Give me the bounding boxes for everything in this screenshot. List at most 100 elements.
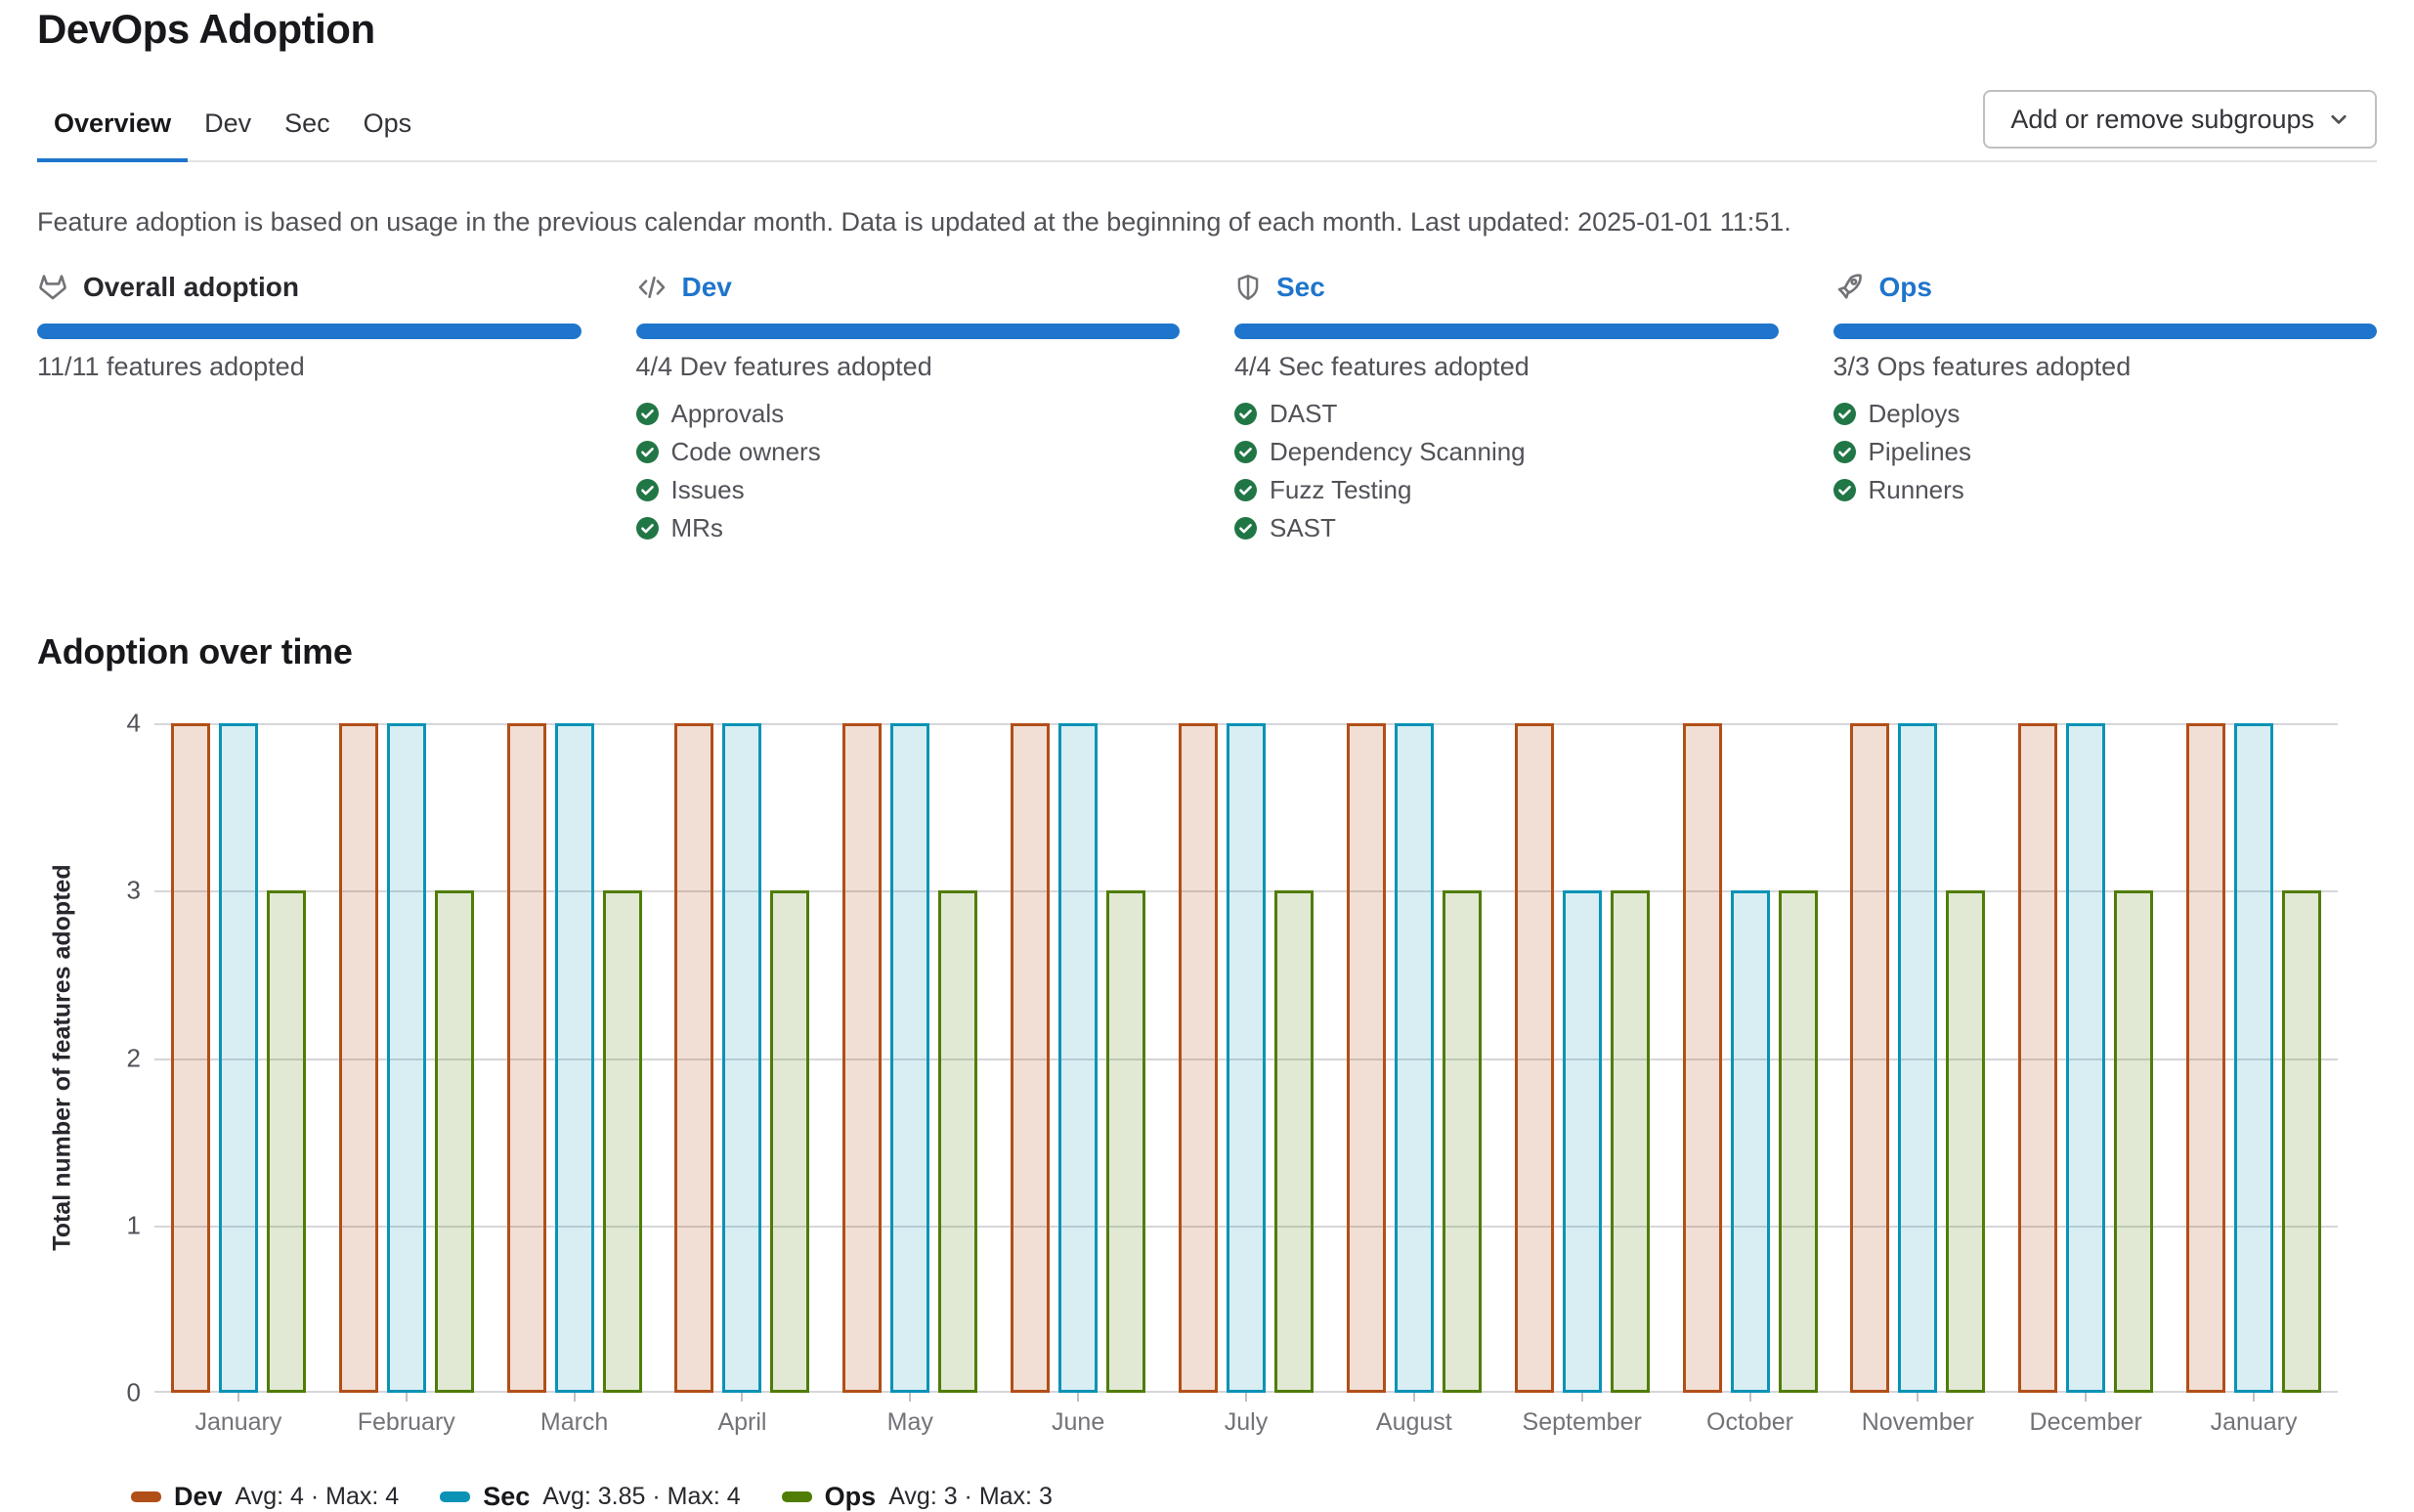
dev-bar[interactable] bbox=[1850, 723, 1890, 1393]
y-axis-labels: 0 1 2 3 4 bbox=[90, 709, 154, 1407]
tab-ops[interactable]: Ops bbox=[363, 108, 412, 138]
dev-bar[interactable] bbox=[1178, 723, 1218, 1393]
dev-bar[interactable] bbox=[1514, 723, 1554, 1393]
dev-bar[interactable] bbox=[674, 723, 714, 1393]
y-tick-label: 2 bbox=[126, 1043, 141, 1072]
ops-bar[interactable] bbox=[770, 890, 810, 1393]
x-axis-cell: April bbox=[659, 1393, 827, 1437]
dev-bar[interactable] bbox=[2186, 723, 2226, 1393]
dev-feature-list: Approvals Code owners Issues MRs bbox=[635, 399, 1181, 542]
dev-bar[interactable] bbox=[1011, 723, 1051, 1393]
sec-bar[interactable] bbox=[1730, 890, 1770, 1393]
overall-adoption-card: Overall adoption 11/11 features adopted bbox=[37, 268, 582, 551]
chart-legend: Dev Avg: 4 · Max: 4 Sec Avg: 3.85 · Max: 4 O… bbox=[131, 1482, 2377, 1512]
x-axis-cell: September bbox=[1498, 1393, 1666, 1437]
dev-bar[interactable] bbox=[338, 723, 378, 1393]
x-axis-cell: June bbox=[994, 1393, 1162, 1437]
feature-item: Approvals bbox=[635, 399, 1181, 428]
shield-icon bbox=[1234, 273, 1262, 302]
sec-bar[interactable] bbox=[1058, 723, 1099, 1393]
dev-bar[interactable] bbox=[1346, 723, 1386, 1393]
dev-bar[interactable] bbox=[2018, 723, 2058, 1393]
sec-bar[interactable] bbox=[554, 723, 594, 1393]
sec-bar[interactable] bbox=[218, 723, 258, 1393]
check-circle-icon bbox=[1832, 440, 1856, 463]
month-bar-group bbox=[2002, 723, 2170, 1393]
x-axis-cell: January bbox=[2170, 1393, 2338, 1437]
month-label: May bbox=[886, 1408, 933, 1436]
dev-bar[interactable] bbox=[1682, 723, 1722, 1393]
ops-bar[interactable] bbox=[2282, 890, 2322, 1393]
ops-bar[interactable] bbox=[1946, 890, 1986, 1393]
x-tick-mark bbox=[1748, 1393, 1751, 1402]
month-label: November bbox=[1861, 1408, 1975, 1436]
card-title-ops-link[interactable]: Ops bbox=[1878, 272, 1932, 302]
adoption-over-time-section: Adoption over time Total number of featu… bbox=[37, 631, 2377, 1512]
legend-series-stats: Avg: 4 · Max: 4 bbox=[235, 1483, 400, 1510]
legend-item-dev[interactable]: Dev Avg: 4 · Max: 4 bbox=[131, 1482, 399, 1512]
card-title-dev-link[interactable]: Dev bbox=[681, 272, 732, 302]
sec-bar[interactable] bbox=[890, 723, 930, 1393]
x-tick-mark bbox=[1580, 1393, 1583, 1402]
month-bar-group bbox=[1666, 723, 1834, 1393]
dev-summary: 4/4 Dev features adopted bbox=[635, 352, 932, 381]
ops-bar[interactable] bbox=[1778, 890, 1818, 1393]
card-title-sec-link[interactable]: Sec bbox=[1276, 272, 1325, 302]
chart-title: Adoption over time bbox=[37, 631, 353, 671]
ops-bar[interactable] bbox=[1610, 890, 1650, 1393]
month-bar-group bbox=[1330, 723, 1498, 1393]
adoption-chart: Total number of features adopted 0 1 2 3 4 J… bbox=[37, 709, 2338, 1437]
feature-label: Code owners bbox=[670, 436, 821, 466]
sec-bar[interactable] bbox=[2066, 723, 2106, 1393]
month-label: January bbox=[2210, 1408, 2298, 1436]
x-tick-mark bbox=[2085, 1393, 2088, 1402]
sec-bar[interactable] bbox=[1226, 723, 1266, 1393]
ops-bar[interactable] bbox=[1442, 890, 1482, 1393]
sec-bar[interactable] bbox=[1562, 890, 1602, 1393]
ops-adoption-card: Ops 3/3 Ops features adopted Deploys Pipe… bbox=[1832, 268, 2378, 551]
legend-series-name: Ops bbox=[824, 1482, 877, 1511]
chevron-down-icon bbox=[2328, 108, 2349, 130]
tab-sec[interactable]: Sec bbox=[284, 108, 330, 138]
check-circle-icon bbox=[1234, 402, 1257, 425]
sec-bar[interactable] bbox=[386, 723, 426, 1393]
feature-item: DAST bbox=[1234, 399, 1779, 428]
ops-bar[interactable] bbox=[434, 890, 474, 1393]
tab-dev[interactable]: Dev bbox=[204, 108, 252, 138]
gridline bbox=[154, 890, 2338, 893]
sec-bar[interactable] bbox=[1394, 723, 1434, 1393]
feature-label: SAST bbox=[1270, 512, 1336, 542]
month-bar-group bbox=[994, 723, 1162, 1393]
x-tick-mark bbox=[909, 1393, 912, 1402]
overall-progress-bar bbox=[37, 324, 582, 339]
ops-bar[interactable] bbox=[602, 890, 642, 1393]
month-bar-group bbox=[2170, 723, 2338, 1393]
legend-item-sec[interactable]: Sec Avg: 3.85 · Max: 4 bbox=[440, 1482, 741, 1512]
dev-bar[interactable] bbox=[170, 723, 210, 1393]
chart-plot-area bbox=[154, 723, 2338, 1393]
dev-bar[interactable] bbox=[842, 723, 883, 1393]
x-tick-mark bbox=[405, 1393, 408, 1402]
month-label: February bbox=[357, 1408, 455, 1436]
feature-item: Issues bbox=[635, 475, 1181, 504]
ops-bar[interactable] bbox=[2114, 890, 2154, 1393]
ops-bar[interactable] bbox=[938, 890, 978, 1393]
sec-bar[interactable] bbox=[722, 723, 762, 1393]
feature-item: Deploys bbox=[1832, 399, 2378, 428]
ops-bar[interactable] bbox=[1273, 890, 1314, 1393]
tab-overview[interactable]: Overview bbox=[37, 95, 189, 162]
check-circle-icon bbox=[1832, 478, 1856, 501]
month-label: June bbox=[1052, 1408, 1105, 1436]
ops-progress-bar bbox=[1832, 324, 2377, 339]
sec-bar[interactable] bbox=[1898, 723, 1938, 1393]
sec-progress-bar bbox=[1234, 324, 1779, 339]
add-remove-subgroups-button[interactable]: Add or remove subgroups bbox=[1983, 90, 2377, 149]
dev-bar[interactable] bbox=[506, 723, 546, 1393]
legend-item-ops[interactable]: Ops Avg: 3 · Max: 3 bbox=[781, 1482, 1053, 1512]
check-circle-icon bbox=[1832, 402, 1856, 425]
ops-bar[interactable] bbox=[1106, 890, 1146, 1393]
ops-bar[interactable] bbox=[266, 890, 306, 1393]
feature-item: Fuzz Testing bbox=[1234, 475, 1779, 504]
sec-bar[interactable] bbox=[2234, 723, 2274, 1393]
x-tick-mark bbox=[1917, 1393, 1919, 1402]
